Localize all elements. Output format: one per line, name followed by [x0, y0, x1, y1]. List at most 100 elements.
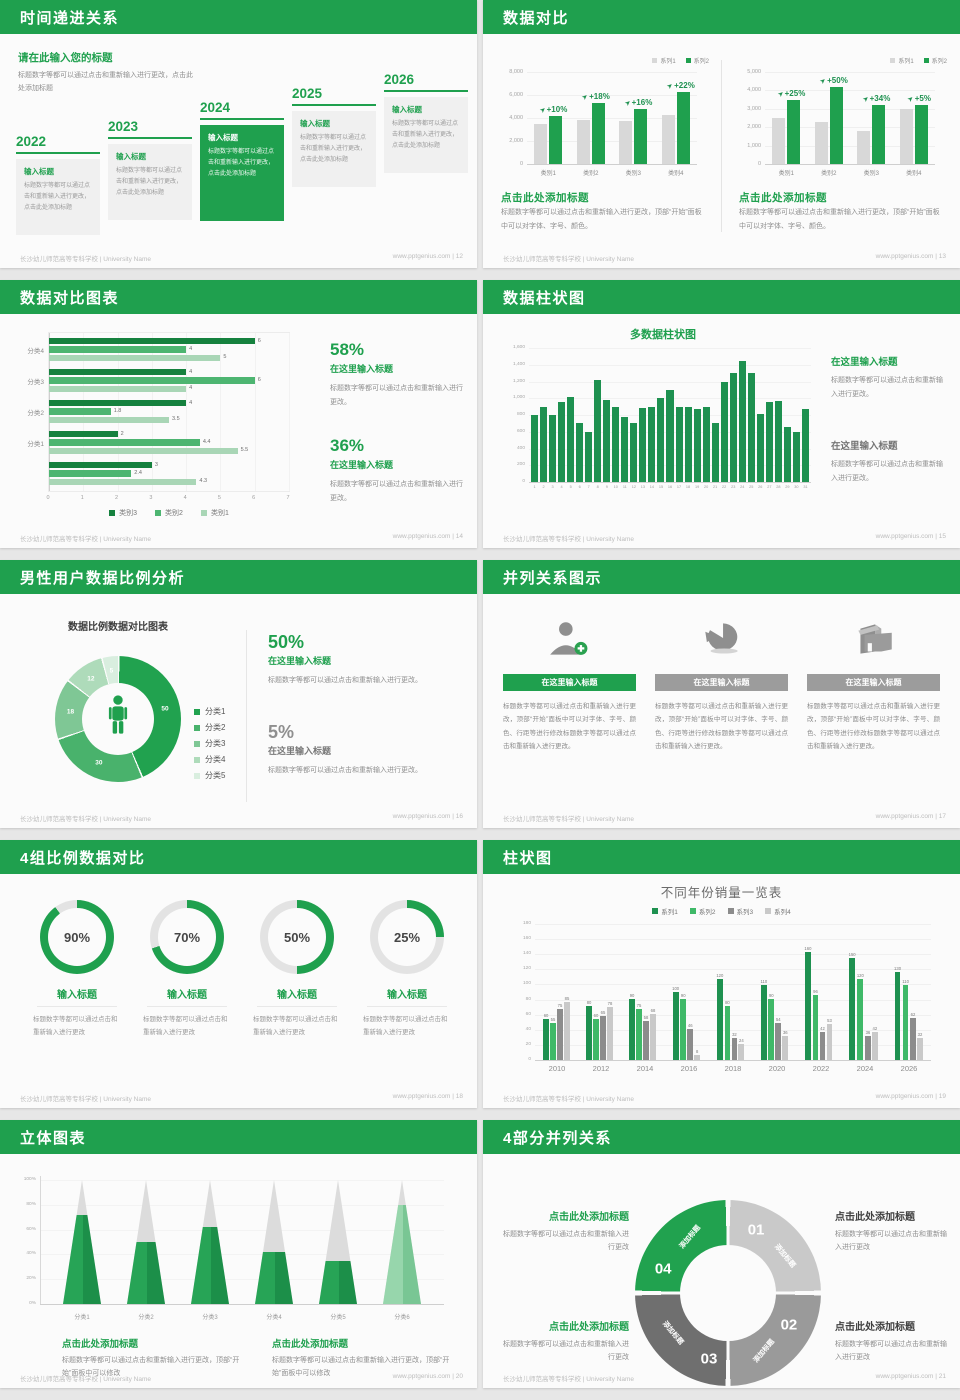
- h-bar: [49, 354, 221, 361]
- ring-center: 25%: [378, 908, 436, 966]
- slice-value-label: 30: [95, 759, 103, 767]
- slice-value-label: 18: [66, 708, 75, 716]
- slide-title: 4部分并列关系: [503, 1129, 612, 1147]
- stat-body: 标题数字等都可以通过点击和重新输入进行更改。: [831, 461, 943, 482]
- x-tick-label: 6: [578, 485, 581, 489]
- bar: [917, 1038, 923, 1060]
- slide-page-17[interactable]: 并列关系图示 在这里输入标题 标题数字等都可以通过点击和重新输入进行更改，顶部“开…: [483, 560, 960, 828]
- ring-title: 输入标题: [387, 990, 427, 1001]
- bar-series1: [772, 118, 786, 164]
- bar-wrap: 68: [650, 924, 656, 1060]
- ring-title: 输入标题: [57, 990, 97, 1001]
- slide-page-16[interactable]: 男性用户数据比例分析 数据比例数据对比图表 50 30 18 12 5 分类1 分类2 分类3 分…: [0, 560, 477, 828]
- y-tick-label: 80%: [26, 1201, 36, 1207]
- bar-series1: [857, 130, 871, 164]
- bar-groups: ➤ +25% ➤ +50% ➤ +34% ➤ +5%: [765, 72, 935, 164]
- growth-percent: +34%: [869, 94, 891, 104]
- x-category-label: 2014: [636, 1064, 654, 1073]
- bar-group: ➤ +22%: [661, 72, 695, 164]
- legend-item: 系列1: [652, 906, 678, 916]
- chart-title: 多数据柱状图: [630, 329, 696, 341]
- timeline-item: 2023 输入标题 标题数字等都可以通过点击和重新输入进行更改，点击此处添加标题: [108, 119, 192, 220]
- bar-groups: ➤ +10% ➤ +18% ➤ +16% ➤ +22%: [527, 72, 697, 164]
- slide-footer: 长沙幼儿师范高等专科学校 | University Name www.pptgen…: [503, 1093, 946, 1103]
- x-category-label: 类别4: [668, 171, 684, 177]
- growth-label: ➤ +25%: [777, 89, 806, 99]
- bar: [543, 1019, 549, 1060]
- slide-page-14[interactable]: 数据对比图表 6 4 5 4 6 4 4 1.8 3.5 2 4.4 5.5 3 2.4 4.3 0 1 2 3 4 5…: [0, 280, 477, 548]
- grid-line: [535, 1060, 931, 1061]
- y-tick-label: 3,000: [747, 105, 761, 112]
- footer-url: www.pptgenius.com: [875, 253, 934, 260]
- y-tick-label: 100%: [23, 1177, 36, 1182]
- bar-series2: ➤ +18%: [581, 92, 610, 164]
- bar-group: 120 80 32 24: [716, 924, 745, 1060]
- slide-page-21[interactable]: 4部分并列关系 01 添加标题 02 添加标题 03 添加标题 04 添加标题 点击此处添加标题…: [483, 1120, 960, 1388]
- slide-title-bar: 时间递进关系: [0, 0, 477, 34]
- footer-page-number: 15: [938, 533, 946, 540]
- slide-footer: 长沙幼儿师范高等专科学校 | University Name www.pptgen…: [20, 253, 463, 263]
- bar: [702, 407, 710, 482]
- bar: [694, 1054, 701, 1060]
- y-category-label: 分类4: [27, 348, 44, 355]
- block-body: 标题数字等都可以通过点击和重新输入进行更改，顶部“开始”面板中可以修改: [62, 1357, 240, 1378]
- callout-body: 标题数字等都可以通过点击和重新输入进行更改: [503, 1341, 629, 1362]
- x-tick-label: 19: [694, 485, 700, 489]
- bar-wrap: 58: [643, 924, 649, 1060]
- callout-tr: 点击此处添加标题 标题数字等都可以通过点击和重新输入进行更改: [835, 1208, 947, 1255]
- slide-page-13[interactable]: 数据对比 系列1 系列2 8,000 6,000 4,000 2,000 0 ➤ +10% ➤ +1…: [483, 0, 960, 268]
- x-tick-label: 15: [658, 485, 664, 489]
- grid-line: [765, 90, 935, 92]
- slide-page-18[interactable]: 4组比例数据对比 90% 输入标题 标题数字等都可以通过点击和重新输入进行更改 70%…: [0, 840, 477, 1108]
- ring-body-text: 标题数字等都可以通过点击和重新输入进行更改: [253, 1016, 338, 1036]
- value-label: 3: [154, 461, 158, 468]
- y-tick-label: 6,000: [509, 92, 523, 98]
- timeline-box-title: 输入标题: [392, 105, 422, 114]
- legend-label: 类别2: [165, 510, 183, 517]
- grid-line: [40, 1180, 444, 1181]
- bar: [716, 978, 723, 1060]
- timeline-box-body: 标题数字等都可以通过点击和重新输入进行更改，点击此处添加标题: [24, 183, 91, 211]
- ring-divider: [37, 1006, 117, 1007]
- footer-school: 长沙幼儿师范高等专科学校 | University Name: [503, 816, 634, 823]
- callout-heading: 点击此处添加标题: [835, 1322, 915, 1333]
- bar-wrap: 32: [917, 924, 923, 1060]
- growth-percent: +18%: [589, 92, 610, 102]
- x-tick-label: 20: [703, 485, 709, 489]
- x-category-label: 2016: [680, 1064, 698, 1073]
- stat-title: 在这里输入标题: [831, 357, 898, 368]
- slide-title: 并列关系图示: [503, 569, 603, 587]
- legend-swatch: [194, 724, 200, 731]
- x-category-label: 分类1: [74, 1315, 90, 1321]
- slide-page-19[interactable]: 柱状图 不同年份销量一览表 系列1 系列2 系列3 系列4 180 160 140 120 100…: [483, 840, 960, 1108]
- x-category-label: 2026: [900, 1064, 918, 1073]
- legend-swatch: [200, 510, 207, 516]
- column-title-bar: 在这里输入标题: [503, 674, 636, 691]
- cone: [191, 1180, 229, 1304]
- bar: [680, 999, 687, 1060]
- bar-series1: [534, 123, 548, 164]
- ring-center: 70%: [158, 908, 216, 966]
- x-tick-label: 24: [740, 485, 745, 489]
- slide-page-12[interactable]: 时间递进关系 请在此输入您的标题 标题数字等都可以通过点击和重新输入进行更改，点击…: [0, 0, 477, 268]
- y-tick-label: 0%: [29, 1301, 36, 1306]
- slide-page-20[interactable]: 立体图表 100% 80% 60% 40% 20% 0% 分类1 分类2 分类3 分类4 分类5 分类…: [0, 1120, 477, 1388]
- column-chart-plot: 1,600 1,400 1,200 1,000 800 600 400 200 0: [513, 345, 811, 484]
- x-category-label: 2022: [812, 1064, 830, 1073]
- bar-group: 110 90 54 36: [761, 924, 789, 1060]
- legend-swatch: [689, 908, 696, 914]
- x-category-label: 类别2: [583, 171, 599, 177]
- legend-label: 类别3: [119, 510, 138, 517]
- slide-page-15[interactable]: 数据柱状图 多数据柱状图 1,600 1,400 1,200 1,000 800 600 40…: [483, 280, 960, 548]
- grid-line: [765, 145, 935, 147]
- legend-label: 类别1: [210, 510, 229, 517]
- cone-fill: [63, 1214, 101, 1304]
- bar: [666, 389, 674, 482]
- bar: [865, 1035, 871, 1060]
- slide-title: 4组比例数据对比: [20, 849, 146, 867]
- bar: [586, 1005, 592, 1060]
- timeline-divider: [16, 152, 100, 154]
- slide-body-donut-chart: 数据比例数据对比图表 50 30 18 12 5 分类1 分类2 分类3 分类4 分类5 50% 在这里…: [0, 594, 477, 828]
- footer-site-page: www.pptgenius.com | 21: [875, 1373, 946, 1380]
- legend-label: 系列1: [660, 59, 676, 65]
